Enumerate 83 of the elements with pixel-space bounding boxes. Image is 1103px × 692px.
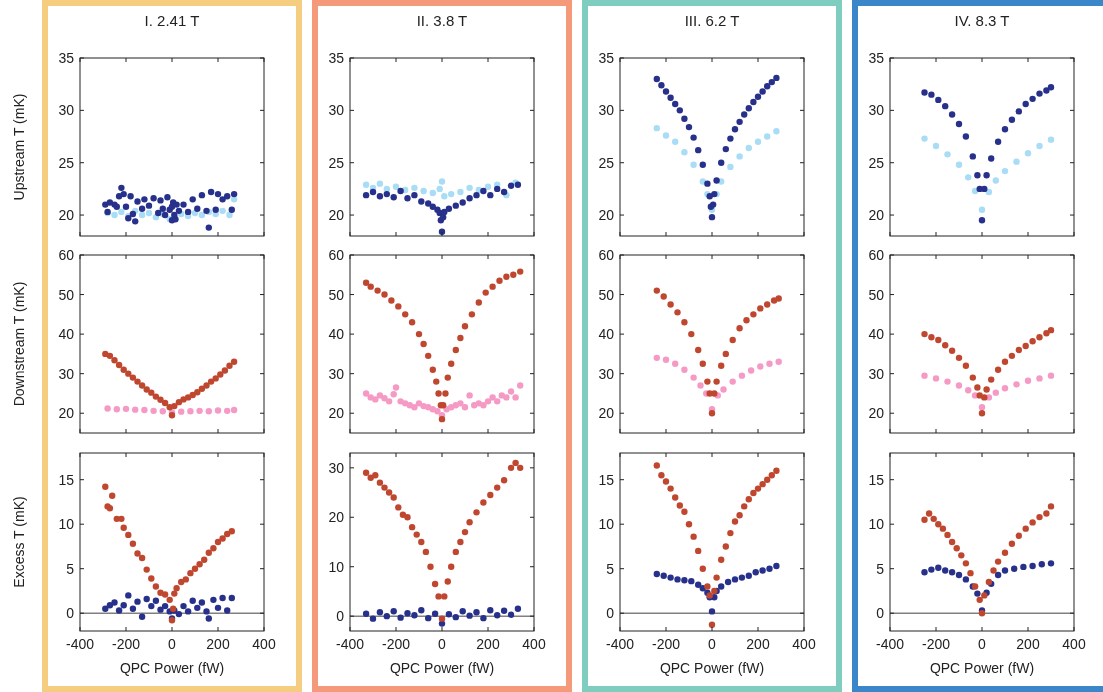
y-tick-label: 30 <box>868 102 885 119</box>
y-axis-title: Excess T (mK) <box>11 496 27 588</box>
y-tick-label: 35 <box>328 50 345 66</box>
y-tick-label: 10 <box>58 516 75 533</box>
y-tick-label: 40 <box>868 326 885 343</box>
x-tick-label: 0 <box>168 636 177 652</box>
y-tick-label: 20 <box>328 509 345 526</box>
chart-title: IV. 8.3 T <box>954 12 1010 29</box>
y-tick-label: 15 <box>868 471 885 488</box>
y-tick-label: 30 <box>328 102 345 119</box>
y-tick-label: 10 <box>328 558 345 575</box>
y-tick-label: 20 <box>868 207 885 224</box>
x-tick-label: -200 <box>381 636 411 652</box>
y-tick-label: 25 <box>868 154 885 171</box>
y-tick-label: 20 <box>598 405 615 422</box>
y-tick-label: 35 <box>868 50 885 66</box>
y-tick-label: 20 <box>58 207 75 224</box>
y-tick-label: 20 <box>868 405 885 422</box>
x-tick-label: -400 <box>605 636 635 652</box>
y-tick-label: 20 <box>598 207 615 224</box>
x-tick-label: -400 <box>875 636 905 652</box>
y-axis-title: Upstream T (mK) <box>11 93 27 201</box>
x-tick-label: -200 <box>921 636 951 652</box>
y-tick-label: 25 <box>598 154 615 171</box>
y-tick-label: 40 <box>58 326 75 343</box>
y-tick-label: 50 <box>598 286 615 303</box>
x-tick-label: -200 <box>651 636 681 652</box>
y-tick-label: 30 <box>598 365 615 382</box>
y-tick-label: 10 <box>598 516 615 533</box>
x-tick-label: -200 <box>111 636 141 652</box>
y-tick-label: 30 <box>58 365 75 382</box>
y-tick-label: 20 <box>328 405 345 422</box>
y-tick-label: 5 <box>66 560 75 577</box>
x-tick-label: 400 <box>252 636 276 652</box>
y-tick-label: 50 <box>328 286 345 303</box>
y-tick-label: 20 <box>328 207 345 224</box>
y-axis-title: Downstream T (mK) <box>11 281 27 407</box>
y-tick-label: 25 <box>58 154 75 171</box>
x-axis-title: QPC Power (fW) <box>119 660 225 676</box>
y-tick-label: 60 <box>868 247 885 263</box>
x-axis-title: QPC Power (fW) <box>929 660 1035 676</box>
y-tick-label: 0 <box>606 605 615 622</box>
x-tick-label: 400 <box>792 636 816 652</box>
x-axis-title: QPC Power (fW) <box>389 660 495 676</box>
x-tick-label: 200 <box>746 636 770 652</box>
chart-title: III. 6.2 T <box>684 12 740 29</box>
y-tick-label: 30 <box>328 365 345 382</box>
y-tick-label: 30 <box>58 102 75 119</box>
x-tick-label: -400 <box>335 636 365 652</box>
y-tick-label: 35 <box>598 50 615 66</box>
y-tick-label: 0 <box>876 605 885 622</box>
chart-title: II. 3.8 T <box>416 12 468 29</box>
y-tick-label: 0 <box>336 608 345 625</box>
x-tick-label: 400 <box>522 636 546 652</box>
y-tick-label: 40 <box>598 326 615 343</box>
y-tick-label: 40 <box>328 326 345 343</box>
x-tick-label: 0 <box>438 636 447 652</box>
x-tick-label: 200 <box>1016 636 1040 652</box>
x-tick-label: 0 <box>708 636 717 652</box>
y-tick-label: 0 <box>66 605 75 622</box>
y-tick-label: 30 <box>328 459 345 476</box>
y-tick-label: 5 <box>876 560 885 577</box>
y-tick-label: 50 <box>868 286 885 303</box>
x-tick-label: 200 <box>476 636 500 652</box>
y-tick-label: 30 <box>868 365 885 382</box>
x-axis-title: QPC Power (fW) <box>659 660 765 676</box>
y-tick-label: 20 <box>58 405 75 422</box>
y-tick-label: 15 <box>598 471 615 488</box>
x-tick-label: -400 <box>65 636 95 652</box>
y-tick-label: 60 <box>328 247 345 263</box>
y-tick-label: 60 <box>598 247 615 263</box>
x-tick-label: 200 <box>206 636 230 652</box>
y-tick-label: 15 <box>58 471 75 488</box>
y-tick-label: 35 <box>58 50 75 66</box>
y-tick-label: 5 <box>606 560 615 577</box>
y-tick-label: 50 <box>58 286 75 303</box>
x-tick-label: 0 <box>978 636 987 652</box>
y-tick-label: 30 <box>598 102 615 119</box>
y-tick-label: 60 <box>58 247 75 263</box>
chart-title: I. 2.41 T <box>144 12 200 29</box>
y-tick-label: 25 <box>328 154 345 171</box>
y-tick-label: 10 <box>868 516 885 533</box>
x-tick-label: 400 <box>1062 636 1086 652</box>
